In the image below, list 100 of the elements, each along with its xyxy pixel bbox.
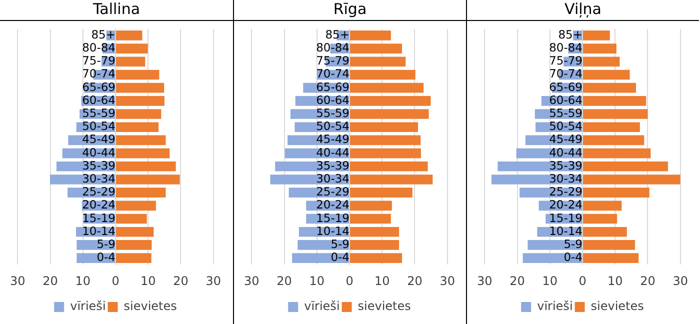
- y-tick-label: 55-59: [549, 106, 582, 120]
- x-tick-label: 30: [440, 274, 456, 288]
- bar: [350, 200, 392, 211]
- bar: [350, 70, 416, 80]
- y-tick-label: 55-59: [82, 106, 116, 120]
- bar: [116, 214, 147, 224]
- legend-label: sievietes: [590, 299, 644, 314]
- bar: [116, 148, 170, 158]
- bar: [583, 44, 616, 54]
- x-tick-label: 30: [476, 274, 492, 288]
- y-tick-label: 30-34: [82, 171, 116, 186]
- bar: [583, 161, 668, 172]
- y-tick-label: 85+: [325, 27, 350, 42]
- bar: [583, 200, 622, 211]
- bar: [583, 70, 630, 80]
- y-tick-label: 10-14: [316, 224, 350, 238]
- bar: [116, 82, 164, 93]
- chart-title: Viļņa: [467, 0, 699, 21]
- x-tick-label: 20: [510, 274, 525, 288]
- bar: [116, 135, 166, 146]
- bar: [350, 253, 402, 263]
- y-tick-label: 30-34: [316, 171, 350, 186]
- bar: [116, 174, 180, 184]
- x-tick-label: 10: [140, 274, 156, 288]
- y-tick-label: 75-79: [82, 54, 116, 68]
- bar: [116, 188, 166, 198]
- y-tick-label: 50-54: [549, 119, 582, 134]
- y-tick-label: 20-24: [316, 198, 350, 212]
- y-tick-label: 5-9: [564, 236, 582, 251]
- bar: [583, 30, 610, 40]
- bar: [350, 44, 402, 54]
- y-tick-label: 70-74: [549, 66, 582, 81]
- bar: [116, 253, 152, 263]
- bar: [116, 44, 148, 54]
- bar: [116, 122, 159, 132]
- x-tick-label: 20: [42, 274, 58, 288]
- y-tick-label: 30-34: [549, 171, 582, 186]
- y-tick-label: 35-39: [549, 158, 582, 172]
- legend-label: vīrieši: [304, 299, 340, 314]
- x-tick-label: 10: [309, 274, 325, 288]
- bar: [350, 240, 400, 250]
- bar: [116, 70, 160, 80]
- x-tick-label: 10: [75, 274, 91, 288]
- y-tick-label: 40-44: [549, 145, 582, 160]
- x-tick-label: 10: [374, 274, 390, 288]
- bar: [350, 109, 429, 119]
- bar: [350, 96, 431, 106]
- y-tick-label: 0-4: [564, 250, 582, 264]
- y-tick-label: 80-84: [549, 40, 582, 55]
- bar: [583, 122, 640, 132]
- y-tick-label: 85+: [91, 27, 116, 42]
- x-tick-label: 30: [10, 274, 26, 288]
- legend-label: vīrieši: [537, 299, 573, 314]
- y-tick-label: 20-24: [82, 198, 116, 212]
- y-tick-label: 85+: [558, 27, 582, 42]
- legend-label: vīrieši: [70, 299, 106, 314]
- bar: [350, 122, 418, 132]
- y-tick-label: 45-49: [82, 132, 116, 146]
- x-tick-label: 20: [640, 274, 656, 288]
- bar: [116, 96, 164, 106]
- bar: [292, 253, 349, 263]
- x-tick-label: 30: [244, 274, 260, 288]
- y-tick-label: 15-19: [316, 210, 350, 225]
- bar: [583, 226, 627, 237]
- bar: [583, 109, 648, 119]
- y-tick-label: 35-39: [316, 158, 350, 172]
- bar: [583, 214, 618, 224]
- y-tick-label: 80-84: [316, 40, 350, 55]
- y-tick-label: 45-49: [316, 132, 350, 146]
- x-tick-label: 10: [607, 274, 623, 288]
- y-tick-label: 40-44: [82, 145, 116, 160]
- bar: [350, 148, 421, 158]
- x-tick-label: 0: [112, 274, 120, 288]
- x-tick-label: 0: [346, 274, 354, 288]
- x-tick-label: 20: [173, 274, 188, 288]
- bar: [583, 148, 651, 158]
- x-tick-label: 20: [276, 274, 292, 288]
- bar: [350, 174, 433, 184]
- x-tick-label: 0: [578, 274, 586, 288]
- bar: [350, 135, 421, 146]
- bar: [116, 240, 152, 250]
- bar: [116, 30, 142, 40]
- y-tick-label: 40-44: [316, 145, 350, 160]
- chart-title: Rīga: [234, 0, 466, 21]
- bar: [350, 226, 400, 237]
- bar: [116, 109, 162, 119]
- y-tick-label: 65-69: [549, 80, 582, 94]
- y-tick-label: 70-74: [82, 66, 116, 81]
- y-tick-label: 25-29: [82, 184, 116, 199]
- y-tick-label: 25-29: [316, 184, 350, 199]
- y-tick-label: 80-84: [82, 40, 116, 55]
- x-tick-label: 30: [672, 274, 688, 288]
- y-tick-label: 0-4: [96, 250, 116, 264]
- y-tick-label: 15-19: [82, 210, 116, 225]
- y-tick-label: 50-54: [316, 119, 350, 134]
- x-tick-label: 20: [407, 274, 422, 288]
- bar: [116, 56, 146, 67]
- y-tick-label: 50-54: [82, 119, 116, 134]
- bar: [583, 96, 646, 106]
- bar: [583, 82, 636, 93]
